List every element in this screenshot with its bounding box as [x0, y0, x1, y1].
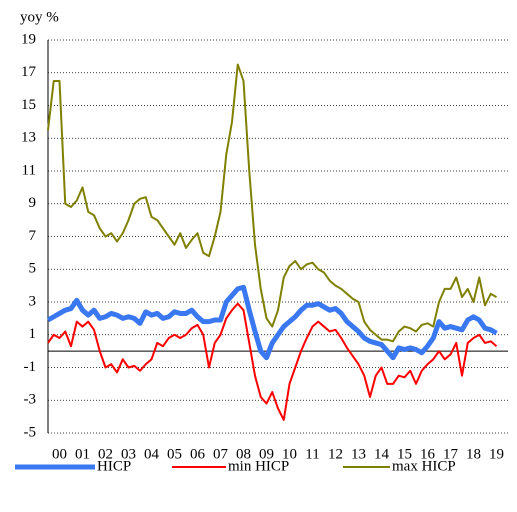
x-tick-label: 01	[75, 446, 90, 462]
y-tick-label: 17	[21, 64, 37, 80]
x-tick-label: 19	[489, 446, 504, 462]
x-tick-label: 14	[374, 446, 390, 462]
x-tick-label: 16	[420, 446, 436, 462]
y-tick-label: -3	[24, 392, 37, 408]
series-line	[46, 284, 498, 361]
series-line	[47, 302, 498, 421]
x-tick-label: 13	[351, 446, 366, 462]
x-tick-label: 07	[213, 446, 229, 462]
x-tick-label: 03	[121, 446, 136, 462]
legend-label: min HICP	[228, 458, 289, 474]
y-axis-label: yoy %	[20, 9, 59, 25]
x-tick-label: 12	[328, 446, 343, 462]
x-tick-label: 17	[443, 446, 459, 462]
x-tick-label: 05	[167, 446, 182, 462]
y-tick-label: -1	[24, 359, 37, 375]
y-tick-label: 7	[29, 228, 37, 244]
x-tick-label: 15	[397, 446, 412, 462]
x-tick-label: 10	[282, 446, 297, 462]
y-tick-label: 9	[29, 195, 37, 211]
legend-label: max HICP	[392, 458, 456, 474]
y-tick-label: -5	[24, 424, 37, 440]
y-tick-label: 1	[29, 326, 37, 342]
x-tick-label: 11	[305, 446, 319, 462]
y-tick-label: 19	[21, 31, 36, 47]
x-tick-label: 06	[190, 446, 206, 462]
legend-label: HICP	[97, 458, 131, 474]
x-tick-label: 00	[52, 446, 67, 462]
y-tick-label: 13	[21, 130, 36, 146]
y-tick-label: 11	[22, 162, 36, 178]
x-tick-label: 09	[259, 446, 274, 462]
x-tick-label: 18	[466, 446, 481, 462]
x-tick-label: 04	[144, 446, 160, 462]
y-tick-label: 15	[21, 97, 36, 113]
series-line	[47, 63, 497, 343]
y-tick-label: 3	[29, 293, 37, 309]
x-tick-label: 08	[236, 446, 251, 462]
y-tick-label: 5	[29, 261, 37, 277]
x-tick-label: 02	[98, 446, 113, 462]
